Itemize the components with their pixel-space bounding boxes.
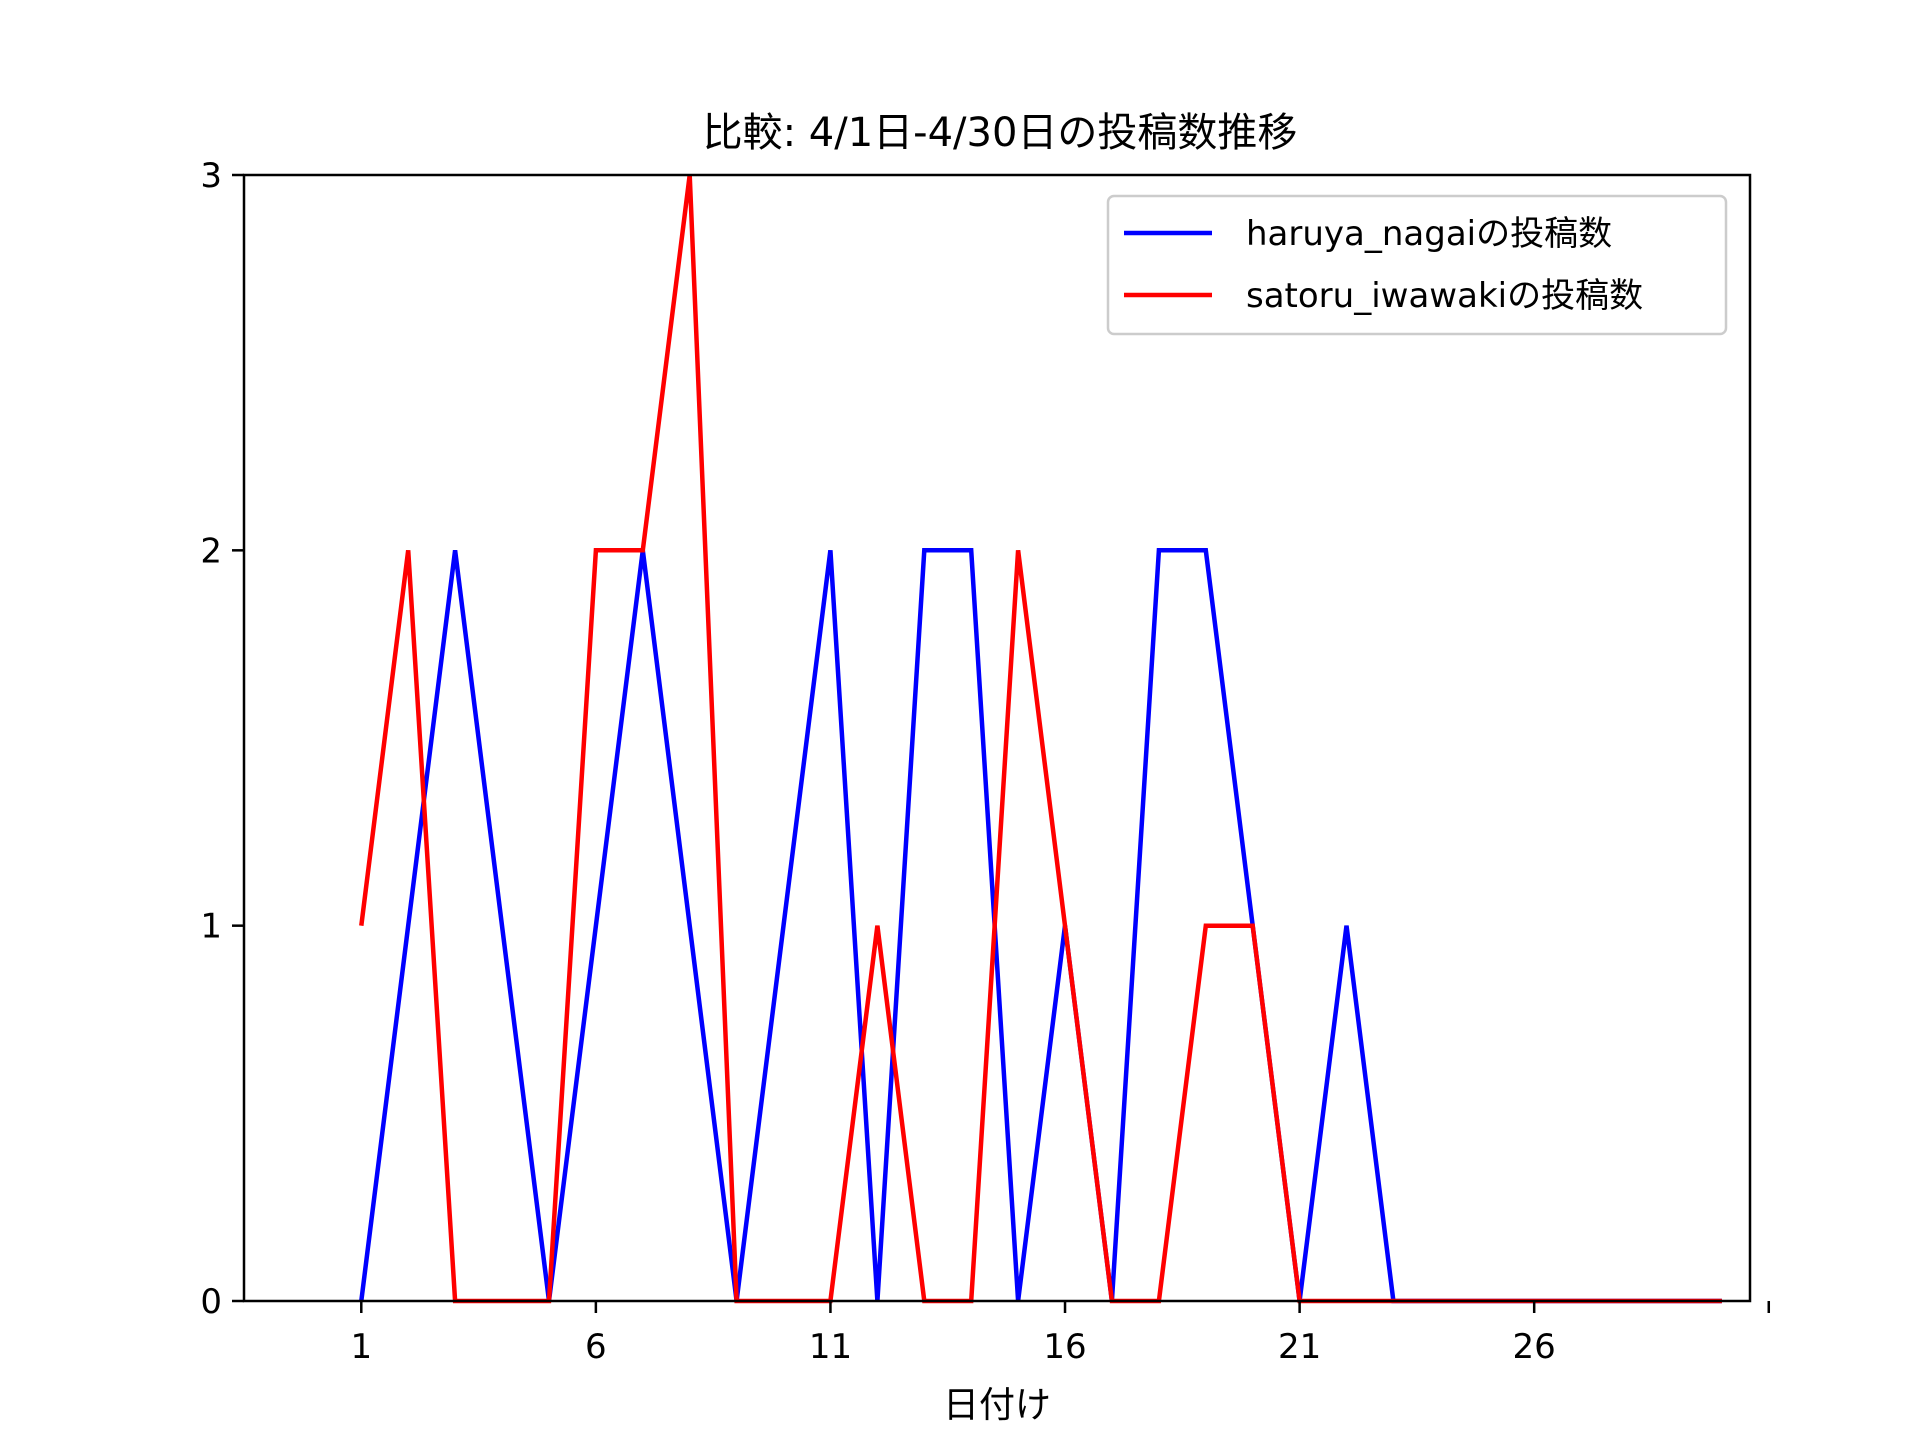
legend: haruya_nagaiの投稿数 satoru_iwawakiの投稿数 (1106, 194, 1728, 336)
legend-box (1106, 194, 1728, 336)
legend-label: satoru_iwawakiの投稿数 (1246, 276, 1643, 316)
legend-label: haruya_nagaiの投稿数 (1246, 214, 1612, 254)
y-tick-label: 1 (200, 907, 222, 947)
series-line-1 (359, 548, 1722, 1304)
x-axis: 1 6 11 16 21 26 (350, 1301, 1771, 1367)
x-tick-label: 16 (1043, 1327, 1086, 1367)
y-tick-label: 2 (200, 531, 222, 571)
x-tick-label: 21 (1278, 1327, 1321, 1367)
x-tick-label: 6 (585, 1327, 607, 1367)
y-tick-label: 3 (200, 156, 222, 196)
chart-title: 比較: 4/1日-4/30日の投稿数推移 (703, 110, 1298, 156)
y-tick-label: 0 (200, 1282, 222, 1322)
x-tick-label: 26 (1513, 1327, 1556, 1367)
axes-frame (242, 173, 1752, 1303)
y-axis: 0 1 2 3 (200, 156, 244, 1322)
series-line-2 (359, 174, 1722, 1304)
x-axis-label: 日付け (943, 1385, 1051, 1426)
x-tick-label: 1 (350, 1327, 372, 1367)
x-tick-label: 11 (809, 1327, 852, 1367)
plot-area (359, 174, 1722, 1304)
